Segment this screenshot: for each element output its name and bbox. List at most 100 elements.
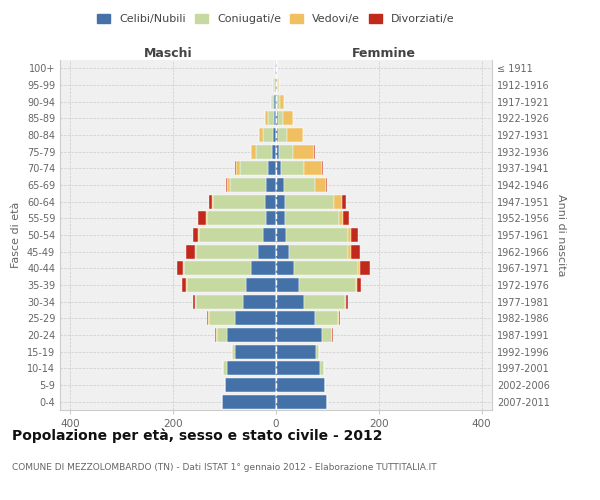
Bar [356,278,357,292]
Bar [232,344,235,359]
Bar [274,78,275,92]
Bar [276,162,281,175]
Bar [293,144,314,159]
Bar [357,278,361,292]
Bar [266,211,276,226]
Bar [314,178,326,192]
Bar [251,144,256,159]
Bar [256,144,272,159]
Bar [285,194,334,209]
Bar [227,361,276,376]
Bar [274,128,276,142]
Bar [280,94,284,109]
Bar [193,228,198,242]
Bar [186,244,195,259]
Bar [276,144,278,159]
Bar [276,128,278,142]
Bar [326,178,327,192]
Bar [206,311,208,326]
Text: COMUNE DI MEZZOLOMBARDO (TN) - Dati ISTAT 1° gennaio 2012 - Elaborazione TUTTITA: COMUNE DI MEZZOLOMBARDO (TN) - Dati ISTA… [12,463,437,472]
Bar [259,128,263,142]
Bar [350,244,360,259]
Bar [361,261,370,276]
Bar [322,328,332,342]
Bar [230,178,266,192]
Bar [276,394,328,409]
Y-axis label: Anni di nascita: Anni di nascita [556,194,566,276]
Bar [276,278,299,292]
Bar [223,361,227,376]
Bar [276,244,289,259]
Bar [242,294,276,308]
Bar [196,294,242,308]
Bar [274,112,276,126]
Bar [304,162,322,175]
Bar [217,328,227,342]
Text: Popolazione per età, sesso e stato civile - 2012: Popolazione per età, sesso e stato civil… [12,428,383,443]
Bar [346,294,348,308]
Bar [240,162,268,175]
Bar [193,294,195,308]
Bar [195,294,196,308]
Bar [358,261,361,276]
Bar [339,311,340,326]
Bar [294,261,358,276]
Bar [258,244,276,259]
Bar [198,211,206,226]
Bar [276,178,284,192]
Bar [195,244,196,259]
Bar [235,344,276,359]
Bar [208,311,209,326]
Bar [263,128,274,142]
Bar [276,378,325,392]
Bar [271,94,272,109]
Bar [275,78,276,92]
Bar [196,244,258,259]
Bar [274,94,276,109]
Bar [276,228,286,242]
Bar [276,361,320,376]
Bar [272,144,276,159]
Bar [213,194,265,209]
Bar [334,194,342,209]
Bar [265,194,276,209]
Bar [320,361,324,376]
Bar [265,112,268,126]
Legend: Celibi/Nubili, Coniugati/e, Vedovi/e, Divorziati/e: Celibi/Nubili, Coniugati/e, Vedovi/e, Di… [94,10,458,28]
Bar [275,62,276,76]
Bar [182,278,186,292]
Bar [235,311,276,326]
Bar [276,211,285,226]
Bar [286,228,348,242]
Bar [224,378,276,392]
Bar [283,112,293,126]
Bar [322,162,323,175]
Bar [287,128,303,142]
Bar [276,261,294,276]
Bar [198,228,199,242]
Bar [209,194,212,209]
Text: Maschi: Maschi [143,47,193,60]
Bar [212,194,213,209]
Bar [299,278,356,292]
Bar [284,178,314,192]
Text: Femmine: Femmine [352,47,416,60]
Bar [276,311,314,326]
Bar [277,94,280,109]
Bar [338,311,339,326]
Bar [227,178,230,192]
Bar [276,194,285,209]
Bar [227,328,276,342]
Bar [268,162,276,175]
Bar [339,211,343,226]
Bar [199,228,263,242]
Bar [289,244,348,259]
Bar [276,112,278,126]
Bar [251,261,276,276]
Bar [343,211,349,226]
Bar [276,328,322,342]
Bar [350,228,358,242]
Y-axis label: Fasce di età: Fasce di età [11,202,21,268]
Bar [342,194,346,209]
Bar [266,178,276,192]
